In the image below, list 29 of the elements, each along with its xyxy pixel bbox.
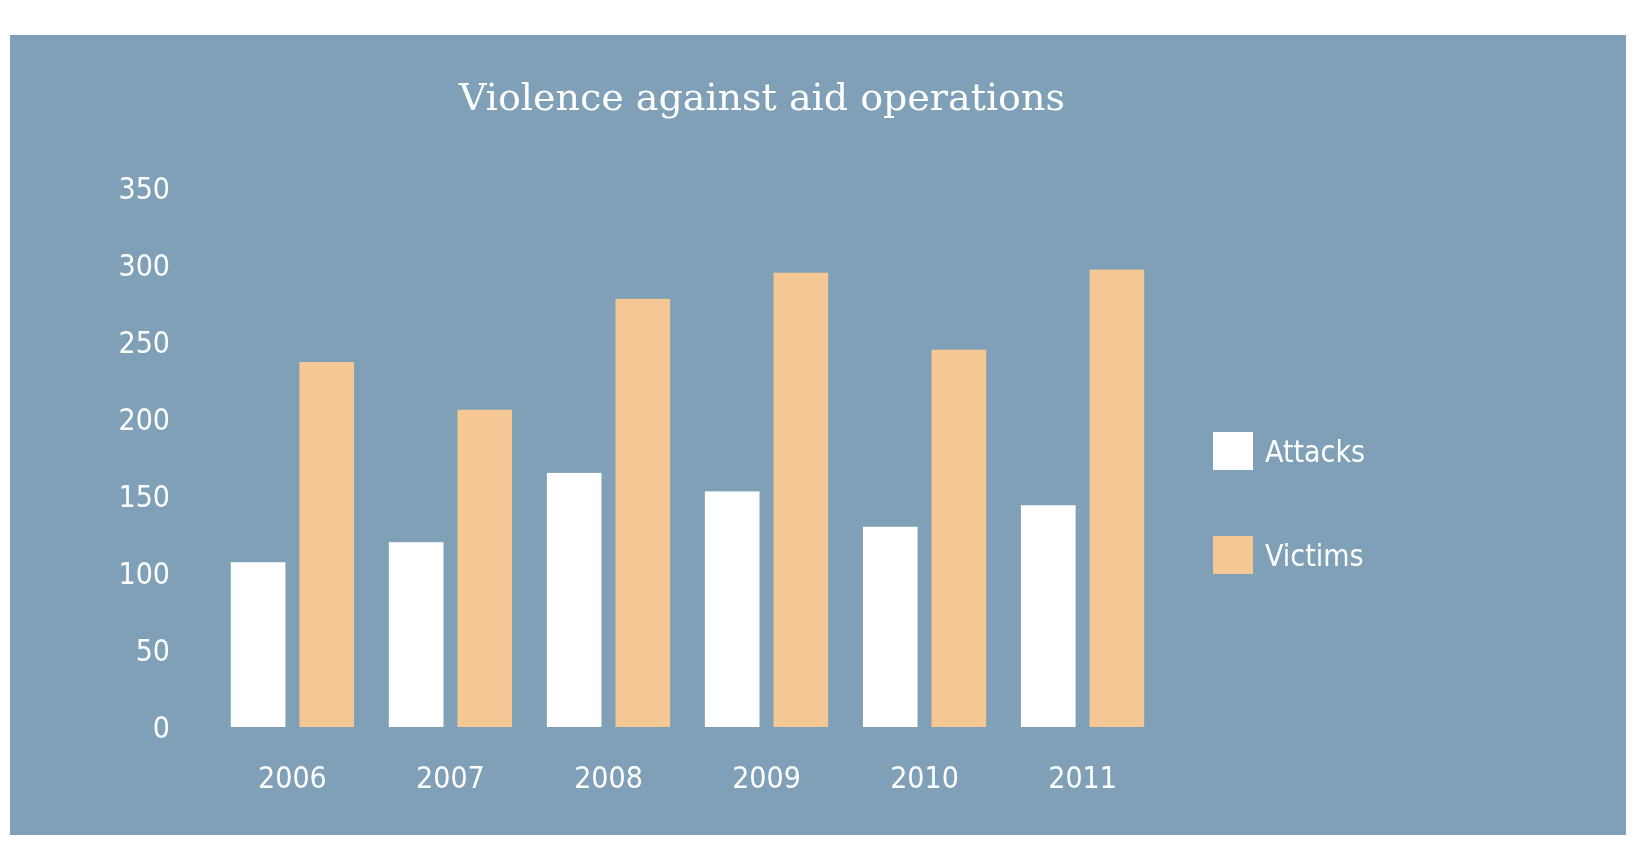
legend-label: Victims — [1265, 537, 1364, 573]
bar — [457, 409, 513, 727]
legend-label: Attacks — [1265, 433, 1366, 469]
chart-title: Violence against aid operations — [458, 75, 1065, 119]
y-tick-label: 200 — [118, 401, 170, 437]
y-tick-label: 350 — [118, 170, 170, 206]
bar — [704, 491, 760, 727]
bar — [773, 272, 829, 727]
bar — [230, 562, 286, 727]
x-tick-label: 2010 — [890, 760, 959, 795]
x-tick-label: 2007 — [416, 760, 485, 795]
y-tick-label: 100 — [118, 555, 170, 591]
bar — [862, 526, 918, 727]
bar — [1020, 505, 1076, 727]
x-tick-label: 2011 — [1048, 760, 1117, 795]
bar — [931, 349, 987, 727]
y-tick-label: 50 — [135, 632, 170, 668]
y-tick-label: 0 — [152, 709, 170, 745]
x-tick-label: 2009 — [732, 760, 801, 795]
bar — [388, 542, 444, 727]
x-tick-label: 2006 — [258, 760, 327, 795]
y-tick-label: 150 — [118, 478, 170, 514]
bar — [546, 472, 602, 727]
bar — [1089, 269, 1145, 727]
y-tick-label: 300 — [118, 247, 170, 283]
x-tick-label: 2008 — [574, 760, 643, 795]
y-tick-label: 250 — [118, 324, 170, 360]
bar — [615, 298, 671, 727]
bar — [299, 362, 355, 727]
